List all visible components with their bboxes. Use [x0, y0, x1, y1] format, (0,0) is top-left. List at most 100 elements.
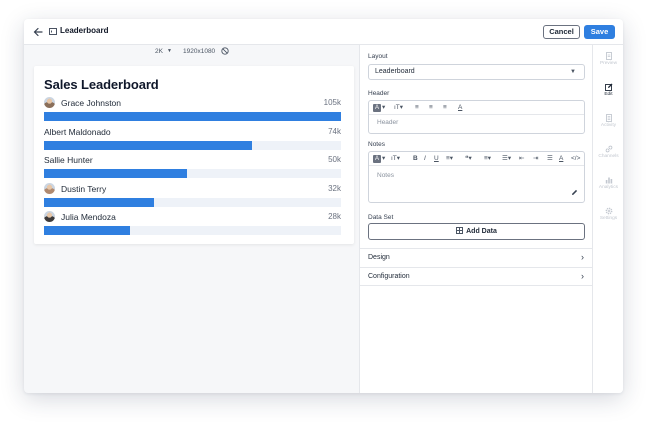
header-input[interactable]: Header: [377, 119, 399, 126]
notes-editor: A ▾ ıT▾ B I U ≡▾ ❝▾ ≡▾ ☰▾ ⇤ ⇥ ☰ A </> No…: [368, 151, 585, 203]
settings-icon: [605, 207, 612, 215]
align-right-icon[interactable]: ≡: [443, 104, 447, 111]
text-color-icon[interactable]: A: [373, 104, 381, 112]
layout-select-value: Leaderboard: [375, 68, 415, 75]
text-size-icon[interactable]: ıT▾: [394, 104, 404, 111]
dimensions-label: 1920x1080: [183, 48, 216, 55]
rail-item-label: Preview: [599, 61, 618, 66]
analytics-icon: [605, 177, 612, 184]
rail-item-preview[interactable]: Preview: [593, 52, 623, 66]
rail-item-label: Analytics: [598, 185, 619, 190]
align-icon[interactable]: ≡▾: [484, 155, 492, 162]
notes-toolbar: A ▾ ıT▾ B I U ≡▾ ❝▾ ≡▾ ☰▾ ⇤ ⇥ ☰ A </>: [369, 152, 584, 166]
page-title: Leaderboard: [60, 26, 109, 35]
rail-item-channels[interactable]: Channels: [593, 145, 623, 159]
line-spacing-icon[interactable]: ≡▾: [446, 155, 454, 162]
leaderboard-row: Albert Maldonado 74k: [44, 126, 341, 152]
align-left-icon[interactable]: ≡: [415, 104, 419, 111]
header-toolbar: A ▾ ıT▾ ≡ ≡ ≡ A: [369, 101, 584, 115]
notes-input[interactable]: Notes: [377, 172, 394, 179]
indent-icon[interactable]: ⇥: [533, 155, 539, 162]
add-data-button[interactable]: Add Data: [368, 223, 585, 240]
leaderboard-row: Sallie Hunter 50k: [44, 154, 341, 180]
header-editor: A ▾ ıT▾ ≡ ≡ ≡ A Header: [368, 100, 585, 134]
layout-select[interactable]: Leaderboard ▼: [368, 64, 585, 80]
rail-item-activity[interactable]: Activity: [593, 114, 623, 128]
underline-icon[interactable]: U: [434, 155, 439, 162]
chevron-down-icon: ▼: [570, 69, 576, 75]
app-window: Leaderboard Cancel Save 2K ▼ 1920x1080 S…: [24, 19, 623, 393]
leaderboard-bar-track: [44, 140, 341, 150]
leaderboard-bar: [44, 226, 131, 235]
font-color-icon[interactable]: A: [458, 104, 463, 111]
text-color-icon[interactable]: A: [373, 155, 381, 163]
italic-icon[interactable]: I: [424, 155, 426, 162]
screen-app-icon: [49, 28, 57, 35]
configuration-label: Configuration: [368, 273, 410, 280]
leaderboard-bar-track: [44, 226, 341, 235]
save-button[interactable]: Save: [584, 25, 615, 39]
chevron-down-icon[interactable]: ▾: [382, 155, 386, 162]
preview-toolbar: 2K ▼ 1920x1080: [24, 45, 359, 59]
font-color-icon[interactable]: A: [559, 155, 564, 162]
resolution-select[interactable]: 2K: [155, 48, 163, 55]
channels-icon: [605, 145, 612, 153]
design-section[interactable]: Design ›: [360, 248, 593, 267]
leaderboard-bar: [44, 169, 187, 178]
outdent-icon[interactable]: ⇤: [519, 155, 525, 162]
header-label: Header: [368, 90, 390, 97]
rail-item-settings[interactable]: Settings: [593, 207, 623, 221]
chevron-down-icon[interactable]: ▾: [382, 104, 386, 111]
list-icon[interactable]: ☰: [547, 155, 553, 162]
rail-item-label: Channels: [598, 154, 619, 159]
leaderboard-row-value: 28k: [328, 212, 341, 221]
quote-icon[interactable]: ❝▾: [465, 155, 472, 162]
leaderboard-row-name: Dustin Terry: [61, 183, 107, 194]
leaderboard-row-name: Julia Mendoza: [61, 212, 116, 222]
table-icon: [456, 227, 464, 234]
add-data-label: Add Data: [466, 228, 497, 235]
edit-panel: Layout Leaderboard ▼ Header A ▾ ıT▾ ≡ ≡ …: [359, 45, 593, 393]
text-size-icon[interactable]: ıT▾: [391, 155, 401, 162]
leaderboard-row: Julia Mendoza 28k: [44, 211, 341, 237]
code-icon[interactable]: </>: [571, 155, 581, 162]
chevron-right-icon: ›: [581, 252, 584, 262]
leaderboard-bar: [44, 112, 341, 121]
rail-item-analytics[interactable]: Analytics: [593, 176, 623, 190]
chevron-right-icon: ›: [581, 271, 584, 281]
leaderboard-preview-card: Sales Leaderboard Grace Johnston 105k Albe…: [34, 66, 354, 244]
layout-label: Layout: [368, 53, 388, 60]
avatar: [44, 97, 55, 108]
leaderboard-bar-track: [44, 197, 341, 207]
pencil-icon[interactable]: [571, 189, 578, 196]
leaderboard-bar-track: [44, 169, 341, 178]
leaderboard-row-value: 32k: [328, 183, 341, 193]
dataset-label: Data Set: [368, 214, 394, 221]
leaderboard-bar: [44, 140, 252, 150]
leaderboard-row-name: Sallie Hunter: [44, 155, 93, 165]
leaderboard-row-name: Grace Johnston: [61, 98, 122, 108]
avatar: [44, 182, 55, 194]
leaderboard-row-value: 105k: [323, 98, 341, 107]
align-center-icon[interactable]: ≡: [429, 104, 433, 111]
edit-icon: [604, 83, 612, 91]
notes-label: Notes: [368, 141, 385, 148]
leaderboard-row-value: 74k: [328, 126, 341, 136]
rail-item-label: Activity: [600, 123, 617, 128]
rail-item-edit[interactable]: Edit: [593, 83, 623, 97]
back-arrow-icon[interactable]: [32, 26, 44, 38]
right-rail: Preview Edit Activity Channels Analytics Sett…: [592, 45, 623, 393]
rail-item-label: Settings: [599, 216, 618, 221]
leaderboard-row: Grace Johnston 105k: [44, 97, 341, 123]
bold-icon[interactable]: B: [413, 155, 418, 162]
configuration-section[interactable]: Configuration ›: [360, 267, 593, 286]
cancel-button[interactable]: Cancel: [543, 25, 580, 39]
preview-icon: [605, 52, 612, 60]
chevron-down-icon[interactable]: ▼: [167, 48, 172, 54]
leaderboard-row: Dustin Terry 32k: [44, 182, 341, 209]
top-bar: Leaderboard Cancel Save: [24, 19, 623, 45]
avatar: [44, 211, 55, 222]
no-rotate-icon[interactable]: [221, 47, 229, 55]
leaderboard-bar: [44, 197, 154, 207]
list-icon[interactable]: ☰▾: [502, 155, 512, 162]
